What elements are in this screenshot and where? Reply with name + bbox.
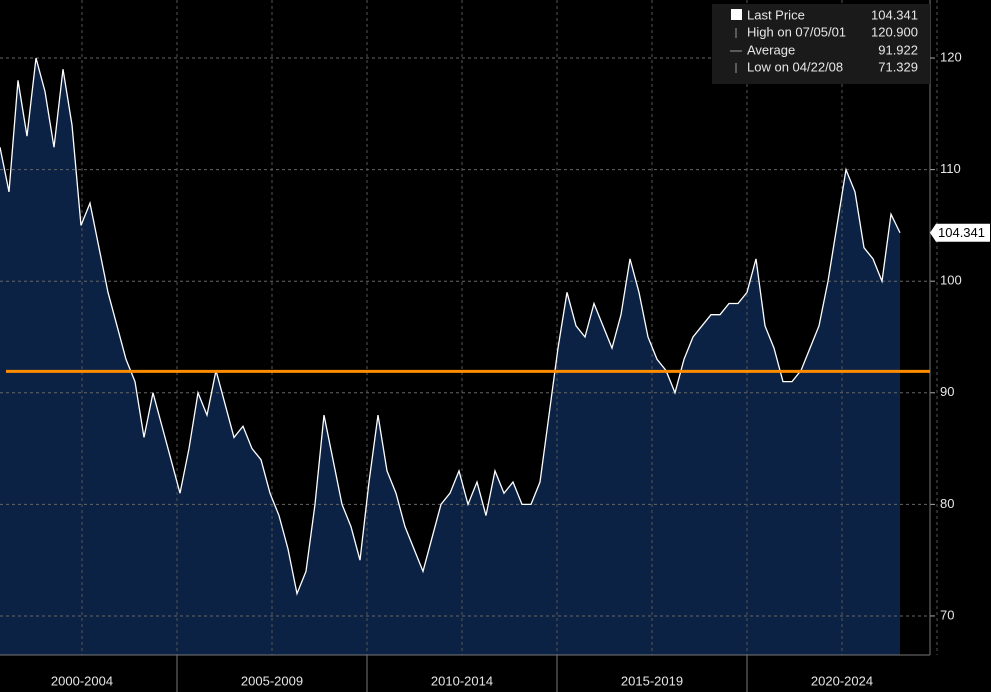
legend-value: 120.900 (871, 24, 918, 39)
y-tick-label: 110 (940, 161, 961, 176)
legend-swatch (731, 9, 742, 20)
legend-label: High on 07/05/01 (747, 24, 846, 39)
legend-value: 71.329 (878, 59, 918, 74)
price-line (0, 57, 901, 596)
y-tick-label: 120 (940, 49, 962, 64)
x-tick-label: 2000-2004 (51, 673, 113, 688)
legend-value: 104.341 (871, 7, 918, 22)
y-tick-label: 70 (940, 607, 954, 622)
legend-label: Average (747, 42, 795, 57)
last-price-tag (930, 223, 990, 242)
x-tick-label: 2010-2014 (431, 673, 493, 688)
legend-label: Low on 04/22/08 (747, 59, 843, 74)
last-price-label: 104.341 (938, 225, 985, 240)
legend-box (712, 4, 930, 84)
area (0, 58, 900, 655)
y-tick-label: 90 (940, 384, 954, 399)
y-tick-label: 100 (940, 273, 962, 288)
legend-value: 91.922 (878, 42, 918, 57)
y-tick-label: 80 (940, 496, 954, 511)
legend: Last Price 104.341 High on 07/05/01 120.… (712, 4, 930, 84)
x-tick-label: 2015-2019 (621, 673, 683, 688)
legend-label: Last Price (747, 7, 805, 22)
x-tick-label: 2020-2024 (811, 673, 873, 688)
x-tick-label: 2005-2009 (241, 673, 303, 688)
